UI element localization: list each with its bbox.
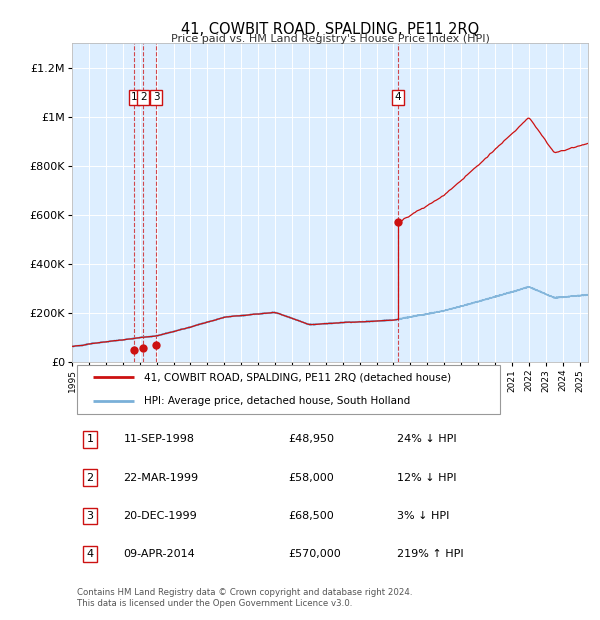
Text: 2: 2 xyxy=(86,472,94,482)
Text: £48,950: £48,950 xyxy=(289,435,335,445)
Text: 3% ↓ HPI: 3% ↓ HPI xyxy=(397,511,449,521)
Text: 3: 3 xyxy=(86,511,94,521)
Text: 4: 4 xyxy=(395,92,401,102)
Text: £58,000: £58,000 xyxy=(289,472,334,482)
Text: 09-APR-2014: 09-APR-2014 xyxy=(124,549,196,559)
Text: 20-DEC-1999: 20-DEC-1999 xyxy=(124,511,197,521)
Text: 219% ↑ HPI: 219% ↑ HPI xyxy=(397,549,464,559)
Text: 1: 1 xyxy=(86,435,94,445)
Text: 41, COWBIT ROAD, SPALDING, PE11 2RQ (detached house): 41, COWBIT ROAD, SPALDING, PE11 2RQ (det… xyxy=(144,372,451,382)
FancyBboxPatch shape xyxy=(77,365,500,414)
Text: Price paid vs. HM Land Registry's House Price Index (HPI): Price paid vs. HM Land Registry's House … xyxy=(170,34,490,44)
Text: 12% ↓ HPI: 12% ↓ HPI xyxy=(397,472,457,482)
Text: £68,500: £68,500 xyxy=(289,511,334,521)
Text: This data is licensed under the Open Government Licence v3.0.: This data is licensed under the Open Gov… xyxy=(77,600,353,608)
Text: 1: 1 xyxy=(131,92,138,102)
Text: 4: 4 xyxy=(86,549,94,559)
Text: £570,000: £570,000 xyxy=(289,549,341,559)
Text: HPI: Average price, detached house, South Holland: HPI: Average price, detached house, Sout… xyxy=(144,396,410,406)
Text: 24% ↓ HPI: 24% ↓ HPI xyxy=(397,435,457,445)
Text: 3: 3 xyxy=(153,92,160,102)
Text: 11-SEP-1998: 11-SEP-1998 xyxy=(124,435,194,445)
Text: 22-MAR-1999: 22-MAR-1999 xyxy=(124,472,199,482)
Text: 41, COWBIT ROAD, SPALDING, PE11 2RQ: 41, COWBIT ROAD, SPALDING, PE11 2RQ xyxy=(181,22,479,37)
Text: Contains HM Land Registry data © Crown copyright and database right 2024.: Contains HM Land Registry data © Crown c… xyxy=(77,588,413,597)
Text: 2: 2 xyxy=(140,92,147,102)
